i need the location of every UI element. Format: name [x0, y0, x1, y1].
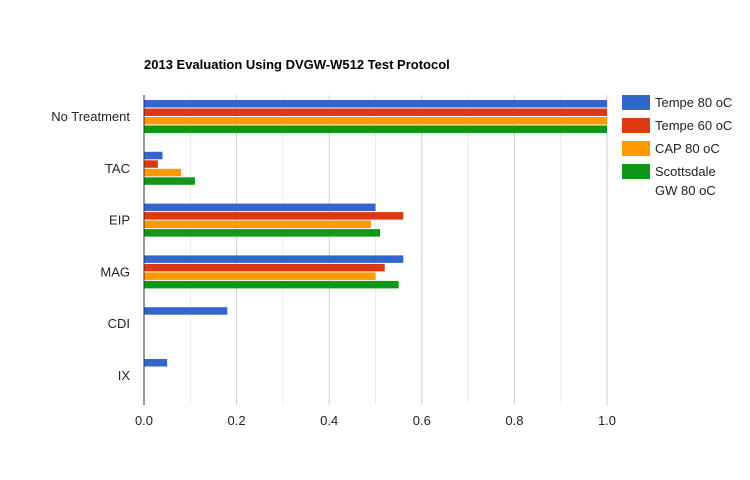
legend-label: Tempe 80 oC	[655, 95, 733, 110]
gridlines	[189, 95, 608, 405]
legend-swatch	[622, 95, 650, 110]
legend-label: Scottsdale GW 80 oC	[655, 164, 716, 198]
bar-ix-s1	[144, 359, 168, 367]
bar-eip-s1	[144, 203, 376, 212]
bars	[144, 100, 607, 367]
category-label: EIP	[109, 213, 130, 228]
y-axis-labels: No Treatment TAC EIP MAG CDI IX	[51, 109, 130, 383]
x-tick-label: 0.6	[413, 413, 431, 428]
bar-tac-s3	[144, 168, 182, 177]
legend-swatch	[622, 141, 650, 156]
x-tick-label: 0.0	[135, 413, 153, 428]
x-tick-label: 0.4	[320, 413, 338, 428]
bar-tac-s1	[144, 151, 163, 160]
bar-tac-s4	[144, 177, 195, 185]
bar-cdi-s1	[144, 307, 228, 315]
legend-swatch	[622, 118, 650, 133]
bar-eip-s4	[144, 229, 381, 237]
x-tick-label: 0.2	[228, 413, 246, 428]
bar-eip-s2	[144, 212, 404, 220]
legend-item: Tempe 80 oC	[622, 93, 742, 112]
category-label: IX	[118, 368, 131, 383]
x-axis-labels: 0.0 0.2 0.4 0.6 0.8 1.0	[135, 413, 616, 428]
bar-eip-s3	[144, 220, 371, 229]
legend: Tempe 80 oC Tempe 60 oC CAP 80 oC Scottsdal…	[622, 93, 742, 204]
bar-no-treatment-s2	[144, 108, 607, 116]
bar-no-treatment-s4	[144, 125, 607, 133]
category-label: TAC	[105, 161, 130, 176]
chart-title: 2013 Evaluation Using DVGW-W512 Test Pro…	[144, 57, 450, 72]
legend-label: Tempe 60 oC	[655, 118, 733, 133]
category-label: No Treatment	[51, 109, 130, 124]
bar-mag-s1	[144, 255, 404, 263]
bar-mag-s2	[144, 263, 385, 272]
legend-item: Scottsdale GW 80 oC	[622, 162, 742, 200]
legend-item: Tempe 60 oC	[622, 116, 742, 135]
x-tick-label: 0.8	[505, 413, 523, 428]
bar-mag-s4	[144, 280, 399, 289]
bar-tac-s2	[144, 160, 158, 168]
bar-no-treatment-s3	[144, 117, 607, 125]
bar-no-treatment-s1	[144, 100, 607, 108]
legend-item: CAP 80 oC	[622, 139, 742, 158]
legend-swatch	[622, 164, 650, 179]
category-label: CDI	[108, 316, 130, 331]
legend-label: CAP 80 oC	[655, 141, 720, 156]
category-label: MAG	[100, 264, 130, 279]
bar-mag-s3	[144, 272, 376, 280]
x-tick-label: 1.0	[598, 413, 616, 428]
